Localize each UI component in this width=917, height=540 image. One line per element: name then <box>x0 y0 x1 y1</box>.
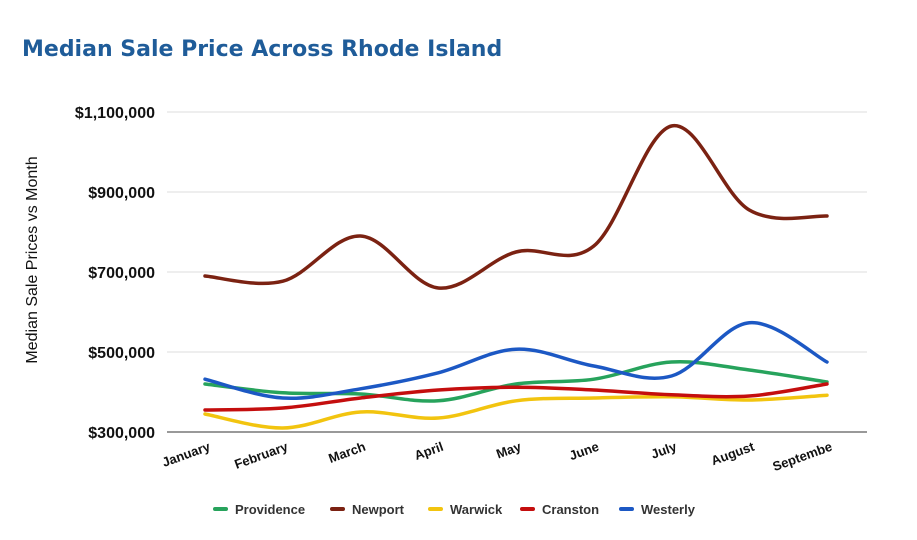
x-tick-label: June <box>567 439 601 463</box>
x-tick-label: July <box>649 438 679 461</box>
chart-title: Median Sale Price Across Rhode Island <box>22 37 503 62</box>
y-tick-label: $1,100,000 <box>75 105 155 122</box>
series-line-warwick <box>203 393 829 430</box>
y-tick-label: $900,000 <box>88 185 155 202</box>
x-tick-label: January <box>160 438 213 469</box>
y-tick-label: $700,000 <box>88 265 155 282</box>
legend-label: Westerly <box>641 502 696 517</box>
legend-label: Providence <box>235 502 305 517</box>
series-line-cranston <box>203 382 829 412</box>
series-lines <box>203 124 829 430</box>
x-tick-label: March <box>326 439 367 466</box>
y-tick-label: $500,000 <box>88 345 155 362</box>
legend-label: Newport <box>352 502 405 517</box>
y-axis-ticks: $300,000 $500,000 $700,000 $900,000 $1,100,0… <box>75 105 155 442</box>
y-tick-label: $300,000 <box>88 425 155 442</box>
legend: Providence Newport Warwick Cranston Westerly <box>213 502 696 517</box>
gridlines <box>167 111 867 433</box>
x-tick-label: May <box>494 438 524 461</box>
legend-label: Cranston <box>542 502 599 517</box>
x-tick-label: April <box>412 439 445 463</box>
x-tick-label: Septembe <box>771 439 835 474</box>
x-axis-ticks: January February March April May June July Augu… <box>160 438 834 474</box>
x-tick-label: August <box>709 438 757 468</box>
legend-label: Warwick <box>450 502 503 517</box>
series-line-newport <box>203 124 829 290</box>
y-axis-label: Median Sale Prices vs Month <box>24 156 41 363</box>
series-line-westerly <box>203 321 829 400</box>
series-line-providence <box>203 359 829 403</box>
x-tick-label: February <box>232 438 290 471</box>
